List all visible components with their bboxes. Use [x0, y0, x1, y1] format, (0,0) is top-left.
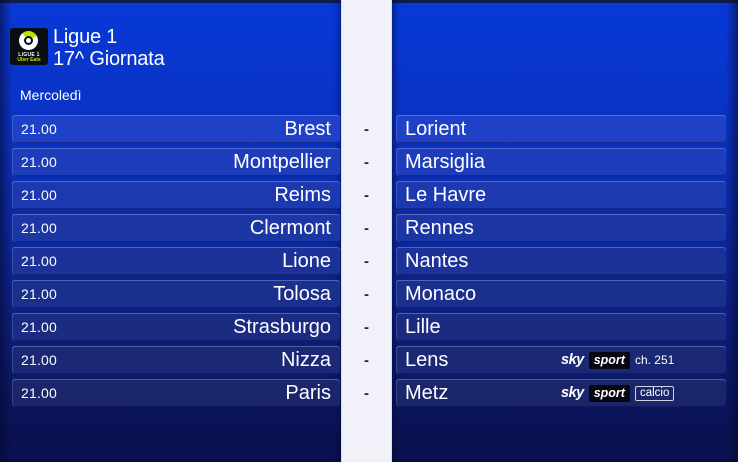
match-row: 21.00 Montpellier - Marsiglia: [0, 148, 738, 176]
home-team: Brest: [284, 117, 331, 140]
kickoff-time: 21.00: [21, 154, 58, 170]
separator-dash: -: [364, 285, 369, 303]
away-bar: Monaco: [396, 280, 726, 308]
home-team: Paris: [285, 381, 331, 404]
kickoff-time: 21.00: [21, 385, 58, 401]
sky-sport-logo: sky sport ch. 251: [561, 346, 674, 374]
away-bar: Le Havre: [396, 181, 726, 209]
header-title: Ligue 1 17^ Giornata: [53, 26, 165, 70]
kickoff-time: 21.00: [21, 253, 58, 269]
away-bar: Lorient: [396, 115, 726, 143]
match-row: 21.00 Strasburgo - Lille: [0, 313, 738, 341]
home-team: Reims: [274, 183, 331, 206]
home-bar: 21.00 Nizza: [12, 346, 340, 374]
home-bar: 21.00 Montpellier: [12, 148, 340, 176]
away-team: Lorient: [405, 117, 467, 140]
match-row: 21.00 Tolosa - Monaco: [0, 280, 738, 308]
match-row: 21.00 Reims - Le Havre: [0, 181, 738, 209]
right-edge-shade: [726, 0, 738, 462]
away-bar: Lens sky sport ch. 251: [396, 346, 726, 374]
sky-sport-logo: sky sport calcio: [561, 379, 675, 407]
accent-strip: [341, 0, 392, 462]
matchday-title: 17^ Giornata: [53, 48, 165, 70]
separator-dash: -: [364, 318, 369, 336]
separator-dash: -: [364, 120, 369, 138]
match-row: 21.00 Paris - Metz sky sport calcio: [0, 379, 738, 407]
home-bar: 21.00 Clermont: [12, 214, 340, 242]
home-team: Tolosa: [273, 282, 331, 305]
away-team: Lille: [405, 315, 441, 338]
kickoff-time: 21.00: [21, 121, 58, 137]
kickoff-time: 21.00: [21, 319, 58, 335]
channel-label: calcio: [634, 385, 675, 401]
match-row: 21.00 Brest - Lorient: [0, 115, 738, 143]
home-team: Montpellier: [233, 150, 331, 173]
sport-wordmark: sport: [588, 384, 630, 402]
away-team: Le Havre: [405, 183, 487, 206]
away-team: Nantes: [405, 249, 469, 272]
channel-label: ch. 251: [634, 353, 675, 367]
home-team: Clermont: [249, 216, 331, 239]
home-team: Strasburgo: [233, 315, 331, 338]
day-label: Mercoledì: [20, 87, 82, 103]
away-bar: Metz sky sport calcio: [396, 379, 726, 407]
sky-wordmark: sky: [561, 352, 584, 368]
away-team: Metz: [405, 381, 449, 404]
competition-title: Ligue 1: [53, 26, 118, 48]
separator-dash: -: [364, 252, 369, 270]
match-row: 21.00 Nizza - Lens sky sport ch. 251: [0, 346, 738, 374]
kickoff-time: 21.00: [21, 286, 58, 302]
match-row: 21.00 Lione - Nantes: [0, 247, 738, 275]
ligue1-logo-line1: LIGUE 1: [18, 52, 40, 58]
home-bar: 21.00 Reims: [12, 181, 340, 209]
away-bar: Rennes: [396, 214, 726, 242]
ligue1-logo-line2: Uber Eats: [17, 57, 41, 63]
home-bar: 21.00 Lione: [12, 247, 340, 275]
away-bar: Nantes: [396, 247, 726, 275]
away-team: Lens: [405, 348, 449, 371]
separator-dash: -: [364, 186, 369, 204]
ligue1-logo-text: LIGUE 1 Uber Eats: [10, 53, 48, 63]
sky-wordmark: sky: [561, 385, 584, 401]
separator-dash: -: [364, 153, 369, 171]
home-bar: 21.00 Strasburgo: [12, 313, 340, 341]
away-bar: Marsiglia: [396, 148, 726, 176]
away-bar: Lille: [396, 313, 726, 341]
ligue1-uber-eats-logo-icon: LIGUE 1 Uber Eats: [10, 28, 48, 65]
kickoff-time: 21.00: [21, 220, 58, 236]
home-team: Lione: [282, 249, 331, 272]
home-team: Nizza: [280, 348, 331, 371]
ligue1-swirl-icon: [19, 31, 38, 50]
separator-dash: -: [364, 219, 369, 237]
separator-dash: -: [364, 384, 369, 402]
separator-dash: -: [364, 351, 369, 369]
away-team: Monaco: [405, 282, 477, 305]
kickoff-time: 21.00: [21, 352, 58, 368]
sport-wordmark: sport: [588, 351, 630, 369]
home-bar: 21.00 Paris: [12, 379, 340, 407]
away-team: Marsiglia: [405, 150, 486, 173]
home-bar: 21.00 Brest: [12, 115, 340, 143]
match-row: 21.00 Clermont - Rennes: [0, 214, 738, 242]
away-team: Rennes: [405, 216, 474, 239]
home-bar: 21.00 Tolosa: [12, 280, 340, 308]
left-edge-shade: [0, 0, 12, 462]
kickoff-time: 21.00: [21, 187, 58, 203]
